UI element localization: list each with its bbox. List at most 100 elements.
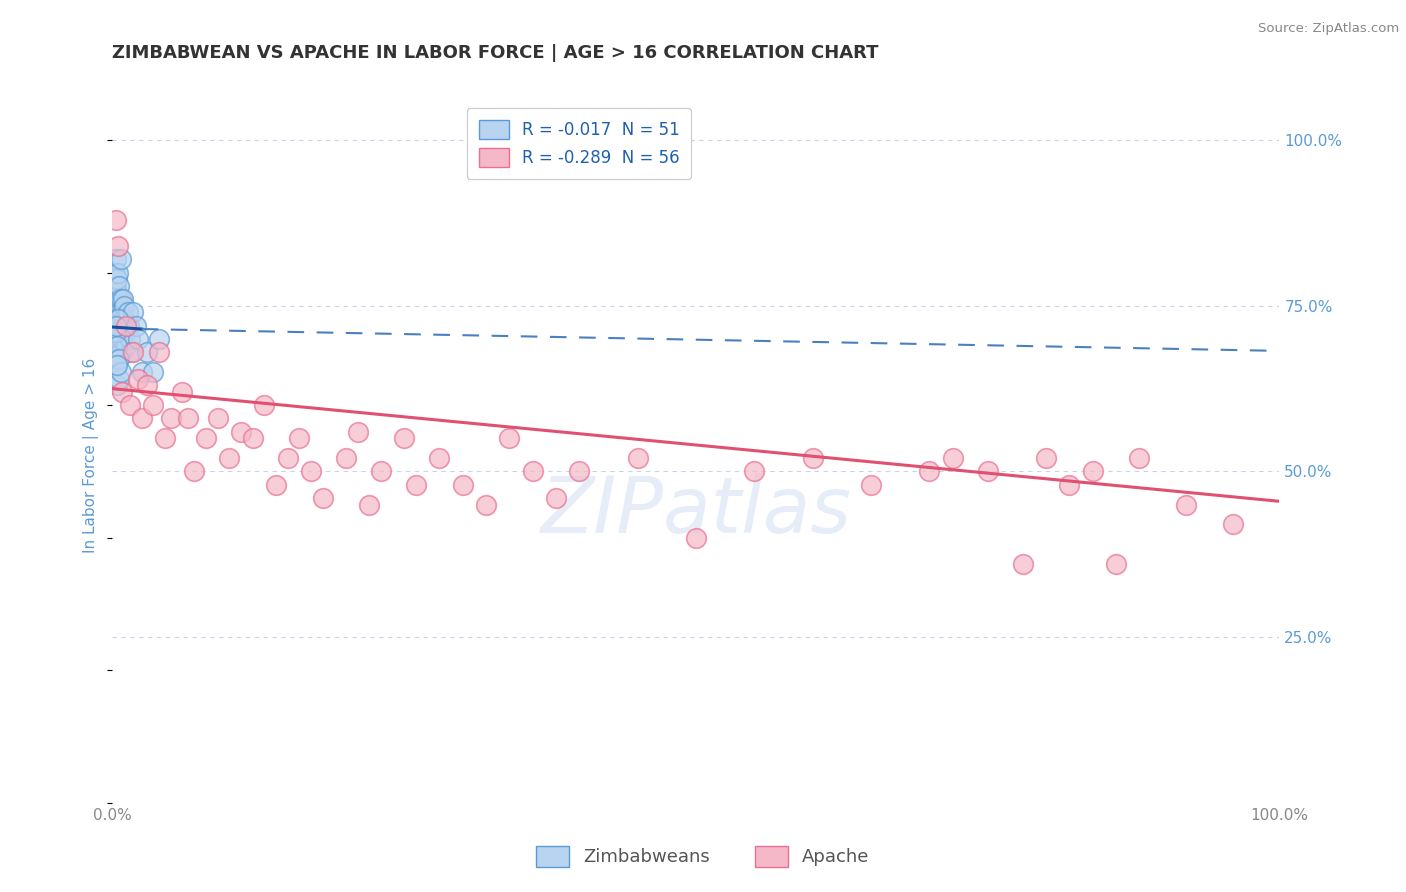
- Point: [104, 318, 127, 333]
- Point: [405, 477, 427, 491]
- Text: ZIMBABWEAN VS APACHE IN LABOR FORCE | AGE > 16 CORRELATION CHART: ZIMBABWEAN VS APACHE IN LABOR FORCE | AG…: [112, 45, 879, 62]
- Point: [742, 465, 765, 479]
- Point: [107, 292, 129, 306]
- Point: [107, 266, 129, 280]
- Point: [136, 378, 159, 392]
- Point: [183, 465, 205, 479]
- Point: [107, 312, 129, 326]
- Point: [122, 305, 145, 319]
- Point: [498, 431, 520, 445]
- Point: [108, 305, 131, 319]
- Point: [359, 498, 381, 512]
- Point: [177, 411, 200, 425]
- Point: [107, 318, 129, 333]
- Point: [104, 299, 127, 313]
- Point: [475, 498, 498, 512]
- Point: [142, 398, 165, 412]
- Point: [110, 365, 132, 379]
- Point: [118, 318, 141, 333]
- Point: [115, 318, 138, 333]
- Point: [111, 318, 134, 333]
- Point: [918, 465, 941, 479]
- Point: [207, 411, 229, 425]
- Point: [105, 312, 128, 326]
- Point: [125, 318, 148, 333]
- Point: [115, 338, 138, 352]
- Point: [127, 372, 149, 386]
- Point: [335, 451, 357, 466]
- Point: [104, 326, 127, 340]
- Point: [685, 531, 707, 545]
- Point: [104, 359, 127, 373]
- Point: [522, 465, 544, 479]
- Point: [131, 411, 153, 425]
- Point: [148, 332, 170, 346]
- Point: [107, 299, 129, 313]
- Point: [112, 299, 135, 313]
- Point: [108, 332, 131, 346]
- Point: [103, 292, 125, 306]
- Point: [131, 365, 153, 379]
- Point: [942, 451, 965, 466]
- Point: [120, 345, 142, 359]
- Point: [104, 212, 127, 227]
- Point: [311, 491, 333, 505]
- Point: [105, 378, 128, 392]
- Point: [276, 451, 298, 466]
- Point: [114, 326, 136, 340]
- Point: [118, 332, 141, 346]
- Point: [122, 345, 145, 359]
- Point: [111, 384, 134, 399]
- Point: [110, 252, 132, 267]
- Text: Source: ZipAtlas.com: Source: ZipAtlas.com: [1258, 22, 1399, 36]
- Point: [110, 345, 132, 359]
- Point: [392, 431, 416, 445]
- Point: [148, 345, 170, 359]
- Point: [118, 398, 141, 412]
- Legend: R = -0.017  N = 51, R = -0.289  N = 56: R = -0.017 N = 51, R = -0.289 N = 56: [467, 109, 692, 178]
- Point: [108, 372, 131, 386]
- Text: ZIPatlas: ZIPatlas: [540, 473, 852, 549]
- Point: [112, 312, 135, 326]
- Point: [264, 477, 287, 491]
- Point: [153, 431, 176, 445]
- Point: [288, 431, 311, 445]
- Point: [104, 266, 127, 280]
- Legend: Zimbabweans, Apache: Zimbabweans, Apache: [529, 838, 877, 874]
- Point: [111, 305, 134, 319]
- Point: [544, 491, 567, 505]
- Point: [105, 338, 128, 352]
- Point: [108, 279, 131, 293]
- Point: [218, 451, 240, 466]
- Point: [172, 384, 194, 399]
- Point: [136, 345, 159, 359]
- Point: [1081, 465, 1104, 479]
- Point: [117, 305, 139, 319]
- Point: [111, 292, 134, 306]
- Point: [427, 451, 450, 466]
- Point: [242, 431, 264, 445]
- Point: [1011, 558, 1033, 572]
- Point: [108, 351, 131, 366]
- Point: [1035, 451, 1057, 466]
- Point: [801, 451, 824, 466]
- Point: [107, 351, 129, 366]
- Point: [346, 425, 368, 439]
- Point: [104, 279, 127, 293]
- Point: [370, 465, 392, 479]
- Point: [160, 411, 183, 425]
- Point: [1175, 498, 1198, 512]
- Point: [1059, 477, 1081, 491]
- Point: [1222, 517, 1244, 532]
- Point: [142, 365, 165, 379]
- Point: [568, 465, 591, 479]
- Point: [104, 252, 127, 267]
- Point: [451, 477, 474, 491]
- Point: [859, 477, 883, 491]
- Point: [105, 285, 128, 300]
- Point: [110, 292, 132, 306]
- Point: [127, 332, 149, 346]
- Point: [104, 332, 127, 346]
- Y-axis label: In Labor Force | Age > 16: In Labor Force | Age > 16: [83, 358, 100, 552]
- Point: [1128, 451, 1150, 466]
